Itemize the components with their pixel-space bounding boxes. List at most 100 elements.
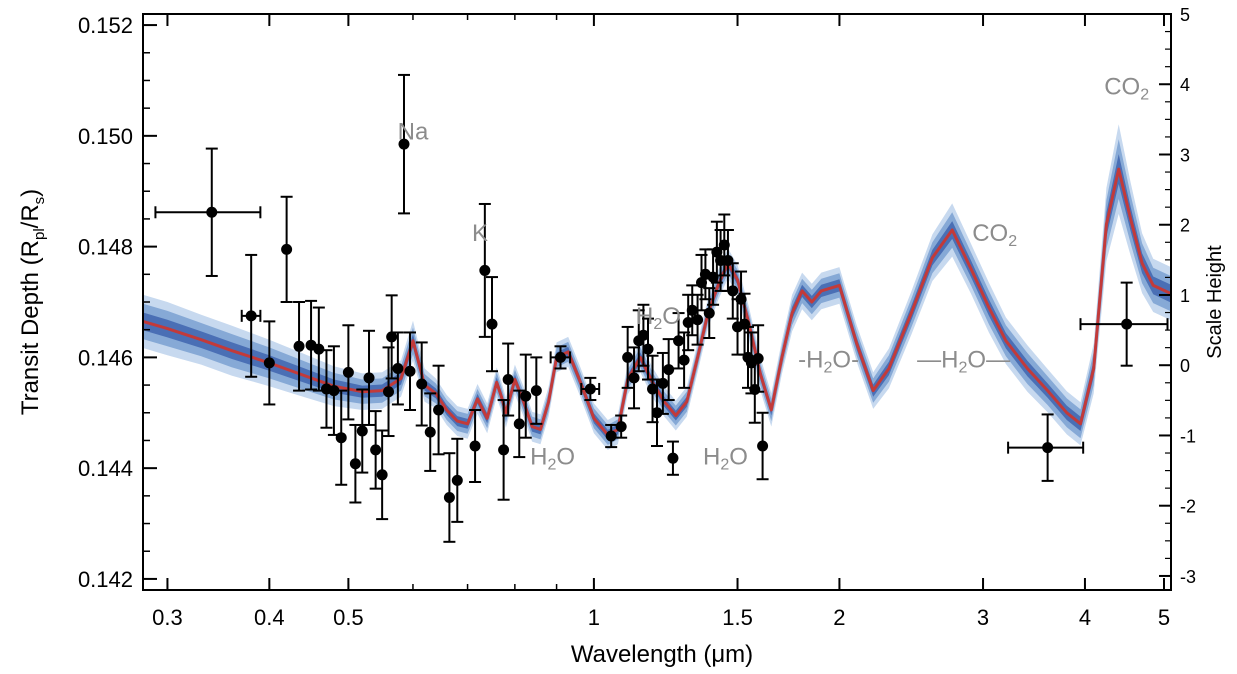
data-point — [641, 317, 654, 381]
data-point — [424, 392, 437, 472]
data-point — [502, 342, 515, 417]
data-marker — [703, 307, 715, 319]
data-marker — [1042, 442, 1054, 454]
data-point — [486, 276, 499, 373]
data-point — [695, 253, 708, 312]
data-marker — [678, 354, 690, 366]
x-tick-label: 3 — [977, 605, 989, 630]
data-marker — [498, 444, 510, 456]
data-marker — [686, 304, 698, 316]
x-tick-label: 4 — [1079, 605, 1091, 630]
data-point — [672, 312, 685, 370]
data-point — [1007, 413, 1085, 482]
y-tick-label: 0.150 — [78, 124, 133, 149]
y2-tick-label: 3 — [1180, 145, 1190, 165]
data-marker — [757, 440, 769, 452]
data-marker — [663, 364, 675, 376]
data-marker — [386, 331, 398, 343]
data-marker — [206, 206, 218, 218]
data-point — [691, 293, 704, 346]
data-point — [628, 346, 641, 410]
y2-axis-label: Scale Height — [1204, 245, 1226, 359]
data-point — [415, 341, 428, 427]
data-point — [376, 429, 389, 521]
y2-tick-label: -1 — [1180, 426, 1196, 446]
data-marker — [605, 430, 617, 442]
data-point — [342, 324, 355, 421]
data-marker — [349, 458, 361, 470]
data-point — [391, 331, 404, 406]
y2-tick-label: -2 — [1180, 497, 1196, 517]
model-line — [143, 167, 1171, 437]
data-marker — [647, 383, 659, 395]
data-point — [397, 73, 410, 215]
data-marker — [469, 440, 481, 452]
data-marker — [642, 343, 654, 355]
y2-tick-label: 2 — [1180, 216, 1190, 236]
x-axis-label: Wavelength (μm) — [571, 641, 753, 668]
data-marker — [584, 383, 596, 395]
data-point — [240, 253, 262, 378]
data-marker — [245, 310, 257, 322]
model-line-group — [143, 167, 1171, 437]
data-marker — [376, 469, 388, 481]
x-tick-label: 0.4 — [254, 605, 285, 630]
data-point — [621, 325, 634, 389]
data-marker — [673, 335, 685, 347]
data-marker — [383, 386, 395, 398]
data-marker — [479, 264, 491, 276]
data-point — [513, 389, 526, 459]
data-point — [293, 301, 306, 392]
data-marker — [651, 407, 663, 419]
y2-tick-label: 0 — [1180, 356, 1190, 376]
data-point — [615, 414, 628, 439]
data-point — [580, 376, 601, 402]
annotation-label: CO2 — [1104, 73, 1149, 103]
data-point — [382, 346, 395, 438]
data-marker — [657, 377, 669, 389]
data-marker — [520, 390, 532, 402]
data-point — [335, 389, 348, 486]
data-marker — [356, 425, 368, 437]
annotation-label: CO2 — [972, 220, 1017, 250]
data-point — [651, 378, 664, 447]
x-tick-label: 0.5 — [333, 605, 364, 630]
data-point — [403, 331, 416, 411]
data-point — [363, 329, 376, 426]
data-point — [263, 320, 276, 406]
data-marker — [530, 385, 542, 397]
annotations-group: Na K H2O H2O H2O -H2O- —H2O— CO2 CO2 — [398, 73, 1150, 473]
data-marker — [293, 340, 305, 352]
y-tick-label: 0.144 — [78, 456, 133, 481]
data-point — [356, 388, 369, 474]
data-point — [686, 284, 699, 337]
data-marker — [622, 351, 634, 363]
data-marker — [313, 343, 325, 355]
data-point — [519, 353, 532, 439]
data-marker — [667, 452, 679, 464]
x-tick-label: 5 — [1158, 605, 1170, 630]
annotation-label: -H2O- — [798, 346, 859, 376]
data-point — [451, 437, 464, 523]
data-marker — [433, 404, 445, 416]
data-marker — [513, 418, 525, 430]
data-point — [385, 294, 398, 380]
annotation-label: H2O — [636, 303, 681, 333]
x-tick-label: 0.3 — [152, 605, 183, 630]
data-point — [549, 345, 572, 370]
x-tick-label: 1.5 — [722, 605, 753, 630]
data-marker — [727, 285, 739, 297]
annotation-label: H2O — [703, 443, 748, 473]
data-marker — [424, 426, 436, 438]
data-point — [662, 338, 675, 402]
data-marker — [615, 421, 627, 433]
annotation-label: H2O — [530, 443, 575, 473]
data-marker — [692, 314, 704, 326]
annotation-label: —H2O— — [917, 346, 1010, 376]
data-marker — [1121, 318, 1133, 330]
data-points-group — [154, 73, 1169, 543]
band-1sigma — [143, 154, 1171, 440]
y-axis-label: Transit Depth (Rpl/Rs) — [17, 189, 48, 415]
x-tick-label: 1 — [588, 605, 600, 630]
